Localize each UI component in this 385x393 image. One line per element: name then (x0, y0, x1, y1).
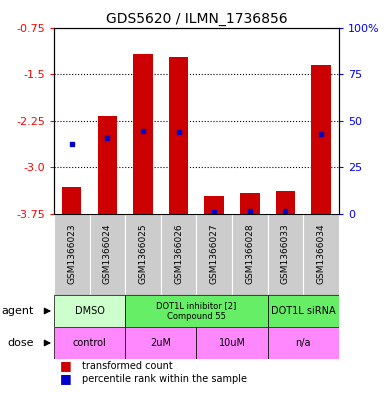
Bar (268, 295, 339, 327)
Text: GSM1366034: GSM1366034 (316, 223, 325, 284)
Text: GSM1366033: GSM1366033 (281, 223, 290, 284)
Text: 10uM: 10uM (218, 338, 246, 348)
Bar (169, 57, 188, 213)
Text: GSM1366028: GSM1366028 (245, 223, 254, 284)
Bar (268, 327, 339, 359)
Text: transformed count: transformed count (82, 360, 173, 371)
Bar (311, 65, 331, 213)
Text: dose: dose (7, 338, 34, 348)
Bar (97, 116, 117, 213)
Bar (54, 295, 125, 327)
Bar (240, 193, 259, 213)
Text: GSM1366024: GSM1366024 (103, 223, 112, 284)
Bar (268, 213, 303, 295)
Title: GDS5620 / ILMN_1736856: GDS5620 / ILMN_1736856 (105, 13, 287, 26)
Bar (204, 196, 224, 213)
Text: GSM1366025: GSM1366025 (139, 223, 147, 284)
Text: GSM1366023: GSM1366023 (67, 223, 76, 284)
Text: percentile rank within the sample: percentile rank within the sample (82, 374, 248, 384)
Text: 2uM: 2uM (150, 338, 171, 348)
Bar (90, 213, 125, 295)
Text: ■: ■ (60, 372, 71, 385)
Bar (161, 213, 196, 295)
Bar (196, 213, 232, 295)
Bar (133, 54, 153, 213)
Bar (125, 327, 196, 359)
Bar (196, 327, 268, 359)
Text: control: control (73, 338, 106, 348)
Bar (62, 187, 82, 213)
Bar (303, 213, 339, 295)
Text: DMSO: DMSO (75, 306, 104, 316)
Text: ■: ■ (60, 359, 71, 372)
Text: agent: agent (2, 306, 34, 316)
Bar (54, 213, 90, 295)
Text: GSM1366027: GSM1366027 (210, 223, 219, 284)
Bar (232, 213, 268, 295)
Bar (54, 327, 125, 359)
Text: GSM1366026: GSM1366026 (174, 223, 183, 284)
Bar (125, 213, 161, 295)
Text: DOT1L siRNA: DOT1L siRNA (271, 306, 335, 316)
Bar (276, 191, 295, 213)
Text: DOT1L inhibitor [2]
Compound 55: DOT1L inhibitor [2] Compound 55 (156, 301, 236, 321)
Bar (125, 295, 268, 327)
Text: n/a: n/a (295, 338, 311, 348)
